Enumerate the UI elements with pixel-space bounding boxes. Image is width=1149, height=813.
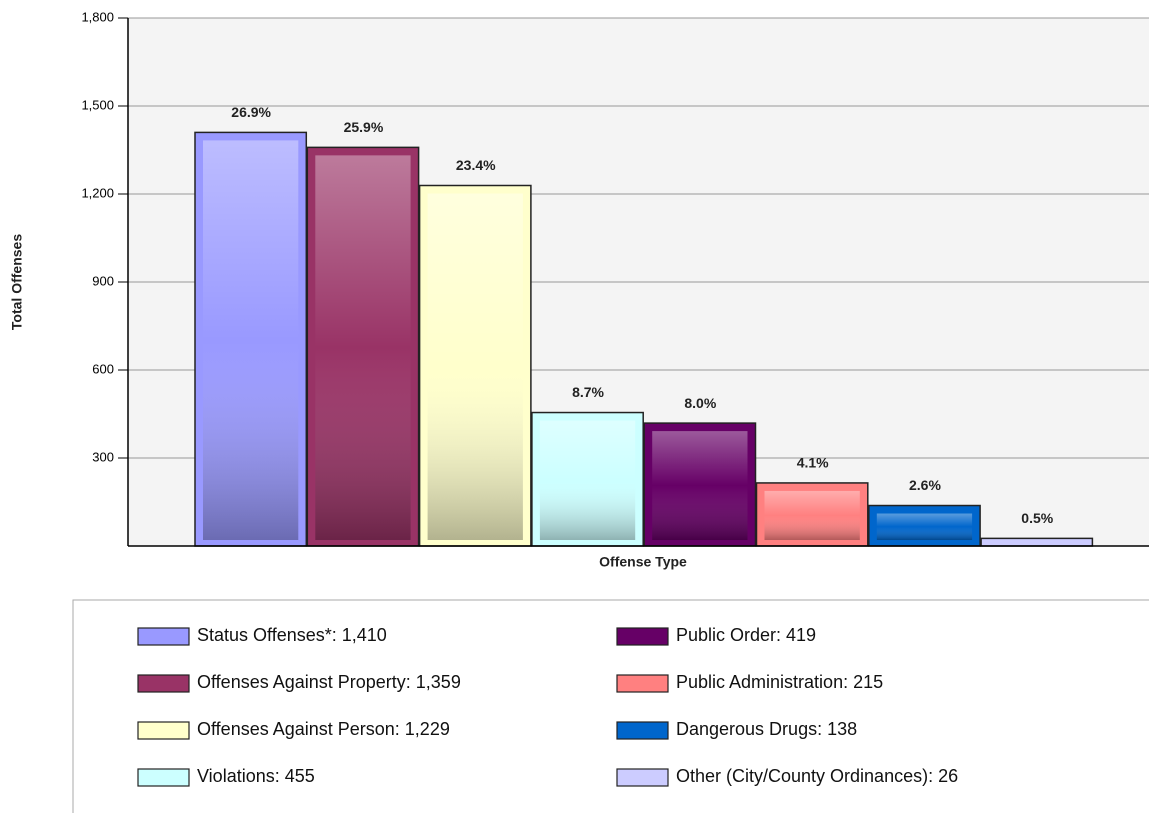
data-label: 8.0%: [684, 395, 716, 411]
legend-swatch: [137, 721, 190, 740]
y-tick-label: 600: [92, 361, 114, 376]
y-tick-label: 900: [92, 273, 114, 288]
data-label: 2.6%: [909, 477, 941, 493]
bar-shade: [539, 420, 636, 540]
legend-box: [72, 599, 1149, 813]
legend-label: Violations: 455: [197, 766, 315, 786]
legend-label: Other (City/County Ordinances): 26: [676, 766, 958, 786]
bar-shade: [764, 490, 860, 540]
data-label: 23.4%: [456, 157, 496, 173]
bar-shade: [652, 431, 748, 540]
legend-label: Dangerous Drugs: 138: [676, 719, 857, 739]
y-tick-label: 1,200: [81, 185, 114, 200]
bar-shade: [203, 140, 299, 540]
bar-shade: [876, 513, 973, 540]
x-axis-title: Offense Type: [599, 554, 687, 570]
bar-shade: [427, 193, 523, 540]
legend-label: Public Administration: 215: [676, 672, 883, 692]
legend-swatch: [137, 674, 190, 693]
y-tick-label: 300: [92, 449, 114, 464]
y-axis-title: Total Offenses: [9, 234, 25, 330]
data-label: 4.1%: [797, 455, 829, 471]
legend-swatch: [616, 674, 669, 693]
bar: [980, 537, 1094, 547]
legend-swatch: [616, 768, 669, 787]
data-label: 26.9%: [231, 104, 271, 120]
data-label: 0.5%: [1021, 510, 1053, 526]
legend-swatch: [616, 627, 669, 646]
legend-label: Public Order: 419: [676, 625, 816, 645]
legend-swatch: [137, 627, 190, 646]
data-label: 8.7%: [572, 384, 604, 400]
y-tick-label: 1,800: [81, 9, 114, 24]
legend-swatch: [616, 721, 669, 740]
legend-swatch: [137, 768, 190, 787]
legend-label: Status Offenses*: 1,410: [197, 625, 387, 645]
data-label: 25.9%: [344, 119, 384, 135]
legend-label: Offenses Against Person: 1,229: [197, 719, 450, 739]
y-tick-label: 1,500: [81, 97, 114, 112]
bar-shade: [315, 155, 411, 541]
legend-label: Offenses Against Property: 1,359: [197, 672, 461, 692]
